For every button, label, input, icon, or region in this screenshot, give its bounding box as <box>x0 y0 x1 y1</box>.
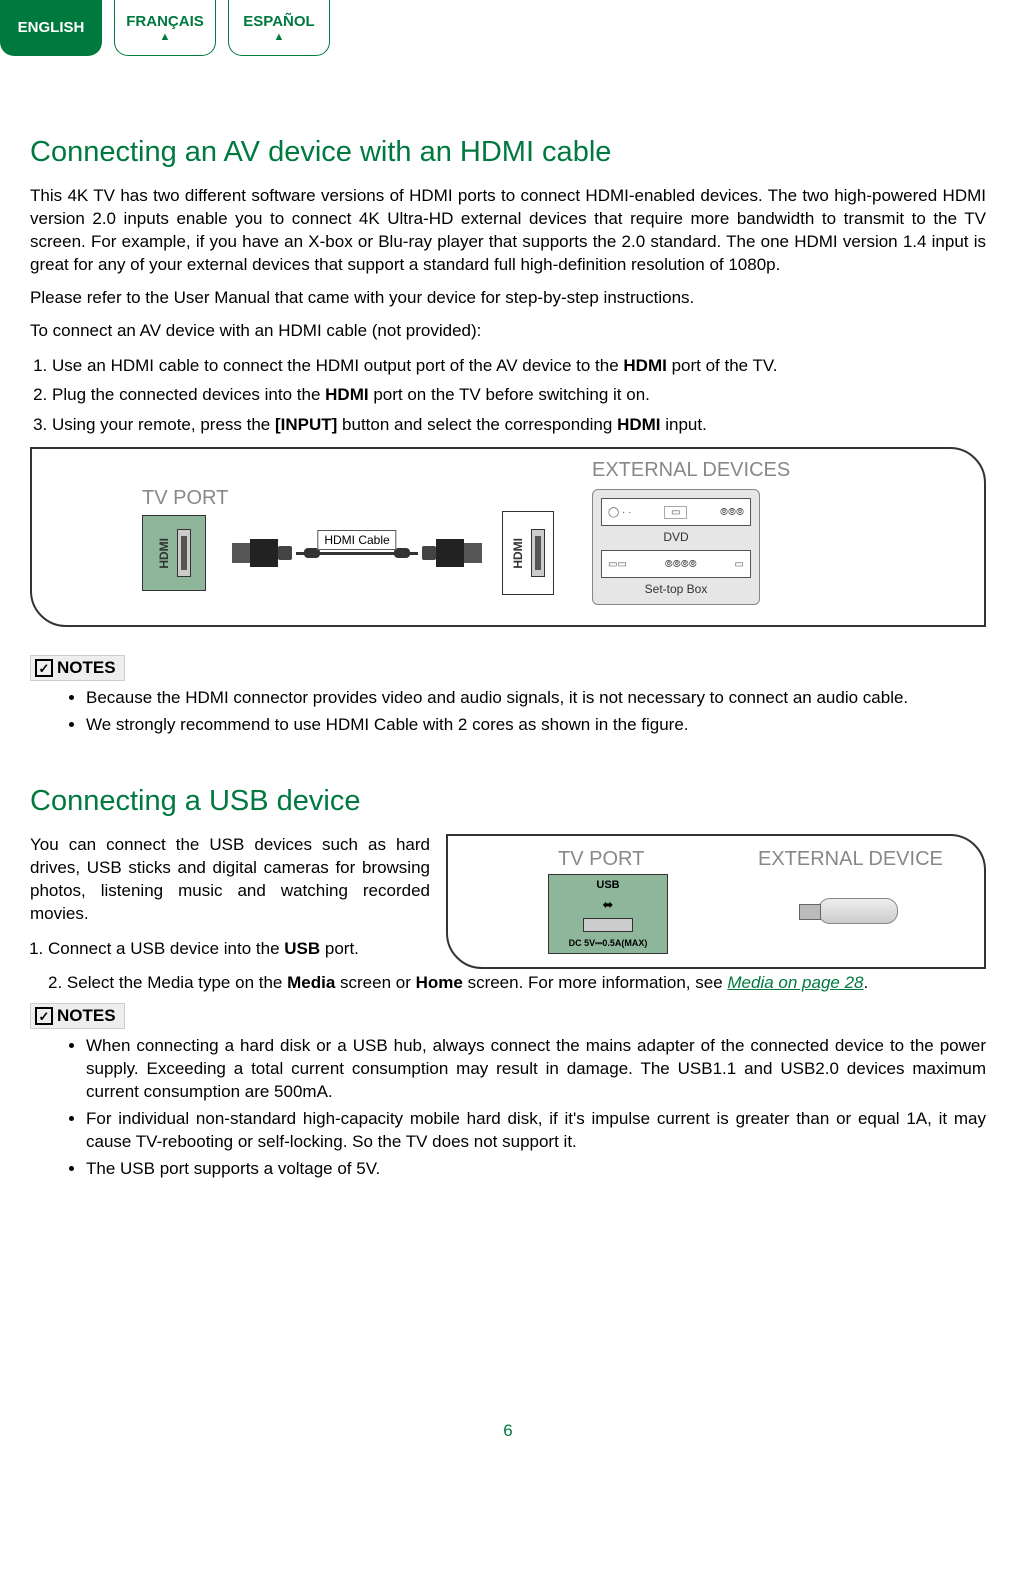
note-item: For individual non-standard high-capacit… <box>86 1108 986 1154</box>
external-devices-label: EXTERNAL DEVICES <box>592 459 790 482</box>
hdmi-notes-list: Because the HDMI connector provides vide… <box>30 687 986 737</box>
tab-label: ESPAÑOL <box>243 13 314 30</box>
hdmi-slot-icon <box>531 529 545 577</box>
tab-english[interactable]: ENGLISH <box>0 0 102 56</box>
tab-francais[interactable]: FRANÇAIS ▲ <box>114 0 216 56</box>
stb-label: Set-top Box <box>601 582 751 596</box>
notes-badge: ✓ NOTES <box>30 1003 125 1029</box>
hdmi-paragraph-2: Please refer to the User Manual that cam… <box>30 287 986 310</box>
cable-line-icon: HDMI Cable <box>296 552 418 555</box>
hdmi-slot-icon <box>177 529 191 577</box>
hdmi-paragraph-3: To connect an AV device with an HDMI cab… <box>30 320 986 343</box>
hdmi-port-text: HDMI <box>157 538 171 569</box>
usb-diagram: TV PORT EXTERNAL DEVICE USB ⬌ DC 5V⎓0.5A… <box>446 834 986 969</box>
section-title-hdmi: Connecting an AV device with an HDMI cab… <box>30 136 986 169</box>
section-title-usb: Connecting a USB device <box>30 785 986 818</box>
usb-step-1: Connect a USB device into the USB port. <box>48 936 430 962</box>
check-icon: ✓ <box>35 1007 53 1025</box>
hdmi-diagram: TV PORT EXTERNAL DEVICES HDMI HDMI Cable… <box>30 447 986 627</box>
tab-espanol[interactable]: ESPAÑOL ▲ <box>228 0 330 56</box>
usb-paragraph-1: You can connect the USB devices such as … <box>30 834 430 926</box>
hdmi-step-3: Using your remote, press the [INPUT] but… <box>52 412 986 438</box>
cable-label: HDMI Cable <box>317 530 396 550</box>
usb-text: USB <box>596 879 619 891</box>
note-item: When connecting a hard disk or a USB hub… <box>86 1035 986 1104</box>
hdmi-paragraph-1: This 4K TV has two different software ve… <box>30 185 986 277</box>
note-item: The USB port supports a voltage of 5V. <box>86 1158 986 1181</box>
hdmi-step-1: Use an HDMI cable to connect the HDMI ou… <box>52 353 986 379</box>
check-icon: ✓ <box>35 659 53 677</box>
usb-power-label: DC 5V⎓0.5A(MAX) <box>569 938 648 949</box>
tv-hdmi-port: HDMI <box>142 515 206 591</box>
hdmi-steps: Use an HDMI cable to connect the HDMI ou… <box>30 353 986 438</box>
usb-icon: ⬌ <box>603 897 614 913</box>
hdmi-step-2: Plug the connected devices into the HDMI… <box>52 382 986 408</box>
note-item: Because the HDMI connector provides vide… <box>86 687 986 710</box>
tab-label: FRANÇAIS <box>126 13 204 30</box>
dvd-label: DVD <box>601 530 751 544</box>
device-hdmi-port: HDMI <box>502 511 554 595</box>
usb-stick-icon <box>818 898 898 924</box>
notes-badge: ✓ NOTES <box>30 655 125 681</box>
hdmi-cable: HDMI Cable <box>232 539 482 567</box>
notes-label: NOTES <box>57 658 116 678</box>
tab-label: ENGLISH <box>18 19 85 36</box>
usb-notes-list: When connecting a hard disk or a USB hub… <box>30 1035 986 1181</box>
hdmi-plug-right-icon <box>422 539 482 567</box>
usb-slot-icon <box>583 918 633 932</box>
external-devices-panel: ◯ · ·▭⦾⦾⦾ DVD ▭▭⦾⦾⦾⦾▭ Set-top Box <box>592 489 760 605</box>
language-tabs: ENGLISH FRANÇAIS ▲ ESPAÑOL ▲ <box>0 0 1016 56</box>
note-item: We strongly recommend to use HDMI Cable … <box>86 714 986 737</box>
dvd-device-icon: ◯ · ·▭⦾⦾⦾ <box>601 498 751 526</box>
notes-label: NOTES <box>57 1006 116 1026</box>
external-device-label: EXTERNAL DEVICE <box>758 848 943 871</box>
tv-port-label: TV PORT <box>558 848 644 871</box>
media-page-link[interactable]: Media on page 28 <box>727 973 863 992</box>
hdmi-plug-left-icon <box>232 539 292 567</box>
usb-step-2: 2. Select the Media type on the Media sc… <box>30 971 986 995</box>
chevron-up-icon: ▲ <box>274 32 285 43</box>
stb-device-icon: ▭▭⦾⦾⦾⦾▭ <box>601 550 751 578</box>
tv-port-label: TV PORT <box>142 487 228 510</box>
chevron-up-icon: ▲ <box>160 32 171 43</box>
page-number: 6 <box>30 1421 986 1461</box>
usb-port: USB ⬌ DC 5V⎓0.5A(MAX) <box>548 874 668 954</box>
hdmi-port-text: HDMI <box>511 538 525 569</box>
usb-steps: Connect a USB device into the USB port. <box>30 936 430 962</box>
